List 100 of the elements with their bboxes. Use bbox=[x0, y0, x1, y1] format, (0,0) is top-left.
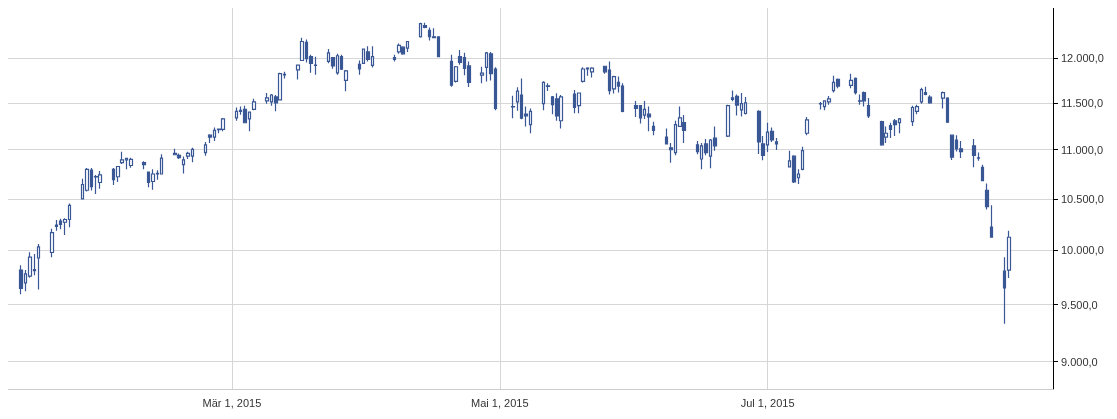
candlestick bbox=[919, 87, 924, 105]
candlestick bbox=[558, 94, 564, 130]
candlestick bbox=[176, 152, 182, 160]
candlestick bbox=[971, 138, 977, 168]
x-tick-label: Jul 1, 2015 bbox=[740, 396, 795, 409]
candlestick bbox=[651, 121, 656, 136]
candlestick bbox=[361, 48, 366, 65]
candlestick bbox=[32, 253, 37, 276]
candlestick bbox=[804, 116, 810, 136]
candlestick bbox=[190, 147, 195, 163]
candlestick bbox=[949, 134, 955, 161]
y-tick-label: 12.000,0 bbox=[1061, 51, 1104, 64]
candlestick bbox=[251, 98, 257, 111]
candlestick bbox=[335, 53, 340, 76]
candlestick bbox=[800, 146, 805, 171]
candlestick bbox=[589, 66, 595, 79]
candlestick bbox=[295, 64, 301, 81]
candlestick bbox=[234, 106, 239, 122]
candlestick bbox=[339, 54, 344, 71]
candlestick bbox=[638, 105, 643, 125]
candlestick bbox=[343, 69, 349, 92]
candlestick bbox=[853, 76, 858, 96]
candlestick bbox=[607, 60, 612, 96]
candlestick bbox=[36, 243, 41, 291]
candlestick bbox=[111, 167, 116, 186]
candlestick bbox=[119, 151, 125, 165]
candlestick bbox=[159, 153, 164, 176]
candlestick bbox=[299, 37, 305, 62]
candlestick bbox=[927, 94, 933, 105]
y-tick-label: 10.000,0 bbox=[1061, 244, 1104, 257]
candlestick bbox=[883, 125, 889, 144]
y-tick-label: 9.500,0 bbox=[1061, 298, 1098, 311]
y-tick-label: 11.500,0 bbox=[1061, 96, 1104, 109]
candlestick bbox=[264, 92, 270, 105]
candlestick bbox=[725, 104, 731, 138]
candlestick bbox=[313, 56, 318, 76]
y-tick-label: 10.500,0 bbox=[1061, 192, 1104, 205]
candlestick bbox=[89, 167, 94, 192]
candlestick bbox=[18, 264, 24, 295]
candlestick bbox=[743, 96, 748, 116]
candlestick bbox=[427, 26, 432, 42]
candlestick bbox=[418, 22, 423, 39]
candlestick bbox=[791, 154, 797, 184]
candlestick bbox=[861, 90, 867, 108]
candlestick bbox=[646, 105, 652, 132]
candlestick bbox=[172, 148, 178, 156]
candlestick bbox=[888, 122, 893, 139]
candlestick bbox=[879, 120, 885, 147]
candlestick bbox=[269, 93, 274, 107]
candlestick bbox=[734, 93, 740, 117]
candlestick bbox=[822, 100, 827, 111]
candlestick bbox=[54, 219, 59, 232]
candlestick bbox=[910, 105, 915, 127]
candlestick bbox=[831, 75, 836, 94]
candlestick bbox=[699, 142, 704, 170]
candlestick bbox=[141, 160, 147, 170]
candlestick bbox=[181, 155, 186, 175]
candlestick bbox=[892, 118, 898, 137]
candlestick bbox=[400, 45, 406, 56]
candlestick bbox=[49, 228, 55, 258]
candlestick bbox=[664, 127, 669, 145]
candlestick bbox=[203, 141, 208, 157]
candlestick bbox=[128, 157, 134, 169]
candlestick bbox=[405, 40, 410, 53]
candlestick bbox=[365, 45, 371, 63]
candlestick bbox=[976, 151, 981, 162]
candlestick bbox=[826, 95, 832, 106]
candlestick bbox=[357, 59, 362, 76]
x-tick-label: Mai 1, 2015 bbox=[471, 396, 529, 409]
candlestick bbox=[185, 151, 191, 160]
candlestick bbox=[945, 96, 950, 124]
candlestick bbox=[115, 165, 121, 183]
candlestick bbox=[528, 107, 533, 134]
candlestick bbox=[866, 97, 871, 119]
candlestick bbox=[220, 117, 226, 132]
candlestick bbox=[541, 80, 546, 111]
candlestick bbox=[572, 89, 577, 114]
candlestick bbox=[818, 101, 823, 111]
candlestick bbox=[897, 117, 902, 134]
candlestick bbox=[739, 92, 744, 117]
candlestick bbox=[576, 92, 582, 114]
candlestick bbox=[370, 45, 375, 69]
candlestick bbox=[580, 66, 586, 84]
candlestick bbox=[989, 204, 994, 239]
candlestick bbox=[396, 42, 402, 55]
candlestick bbox=[484, 51, 489, 83]
candlestick bbox=[510, 95, 516, 119]
y-tick-label: 11.000,0 bbox=[1061, 143, 1104, 156]
candlestick bbox=[835, 77, 841, 89]
candlestick bbox=[980, 164, 985, 182]
candlestick bbox=[479, 66, 485, 84]
candlestick bbox=[150, 168, 156, 191]
candlestick bbox=[392, 54, 397, 63]
candlestick bbox=[146, 171, 151, 188]
candlestick bbox=[449, 54, 454, 88]
candlestick bbox=[212, 126, 217, 142]
x-tick-label: Mär 1, 2015 bbox=[202, 396, 262, 409]
y-tick-label: 9.000,0 bbox=[1061, 355, 1098, 368]
candlestick bbox=[984, 182, 990, 211]
candlestick bbox=[97, 170, 103, 190]
